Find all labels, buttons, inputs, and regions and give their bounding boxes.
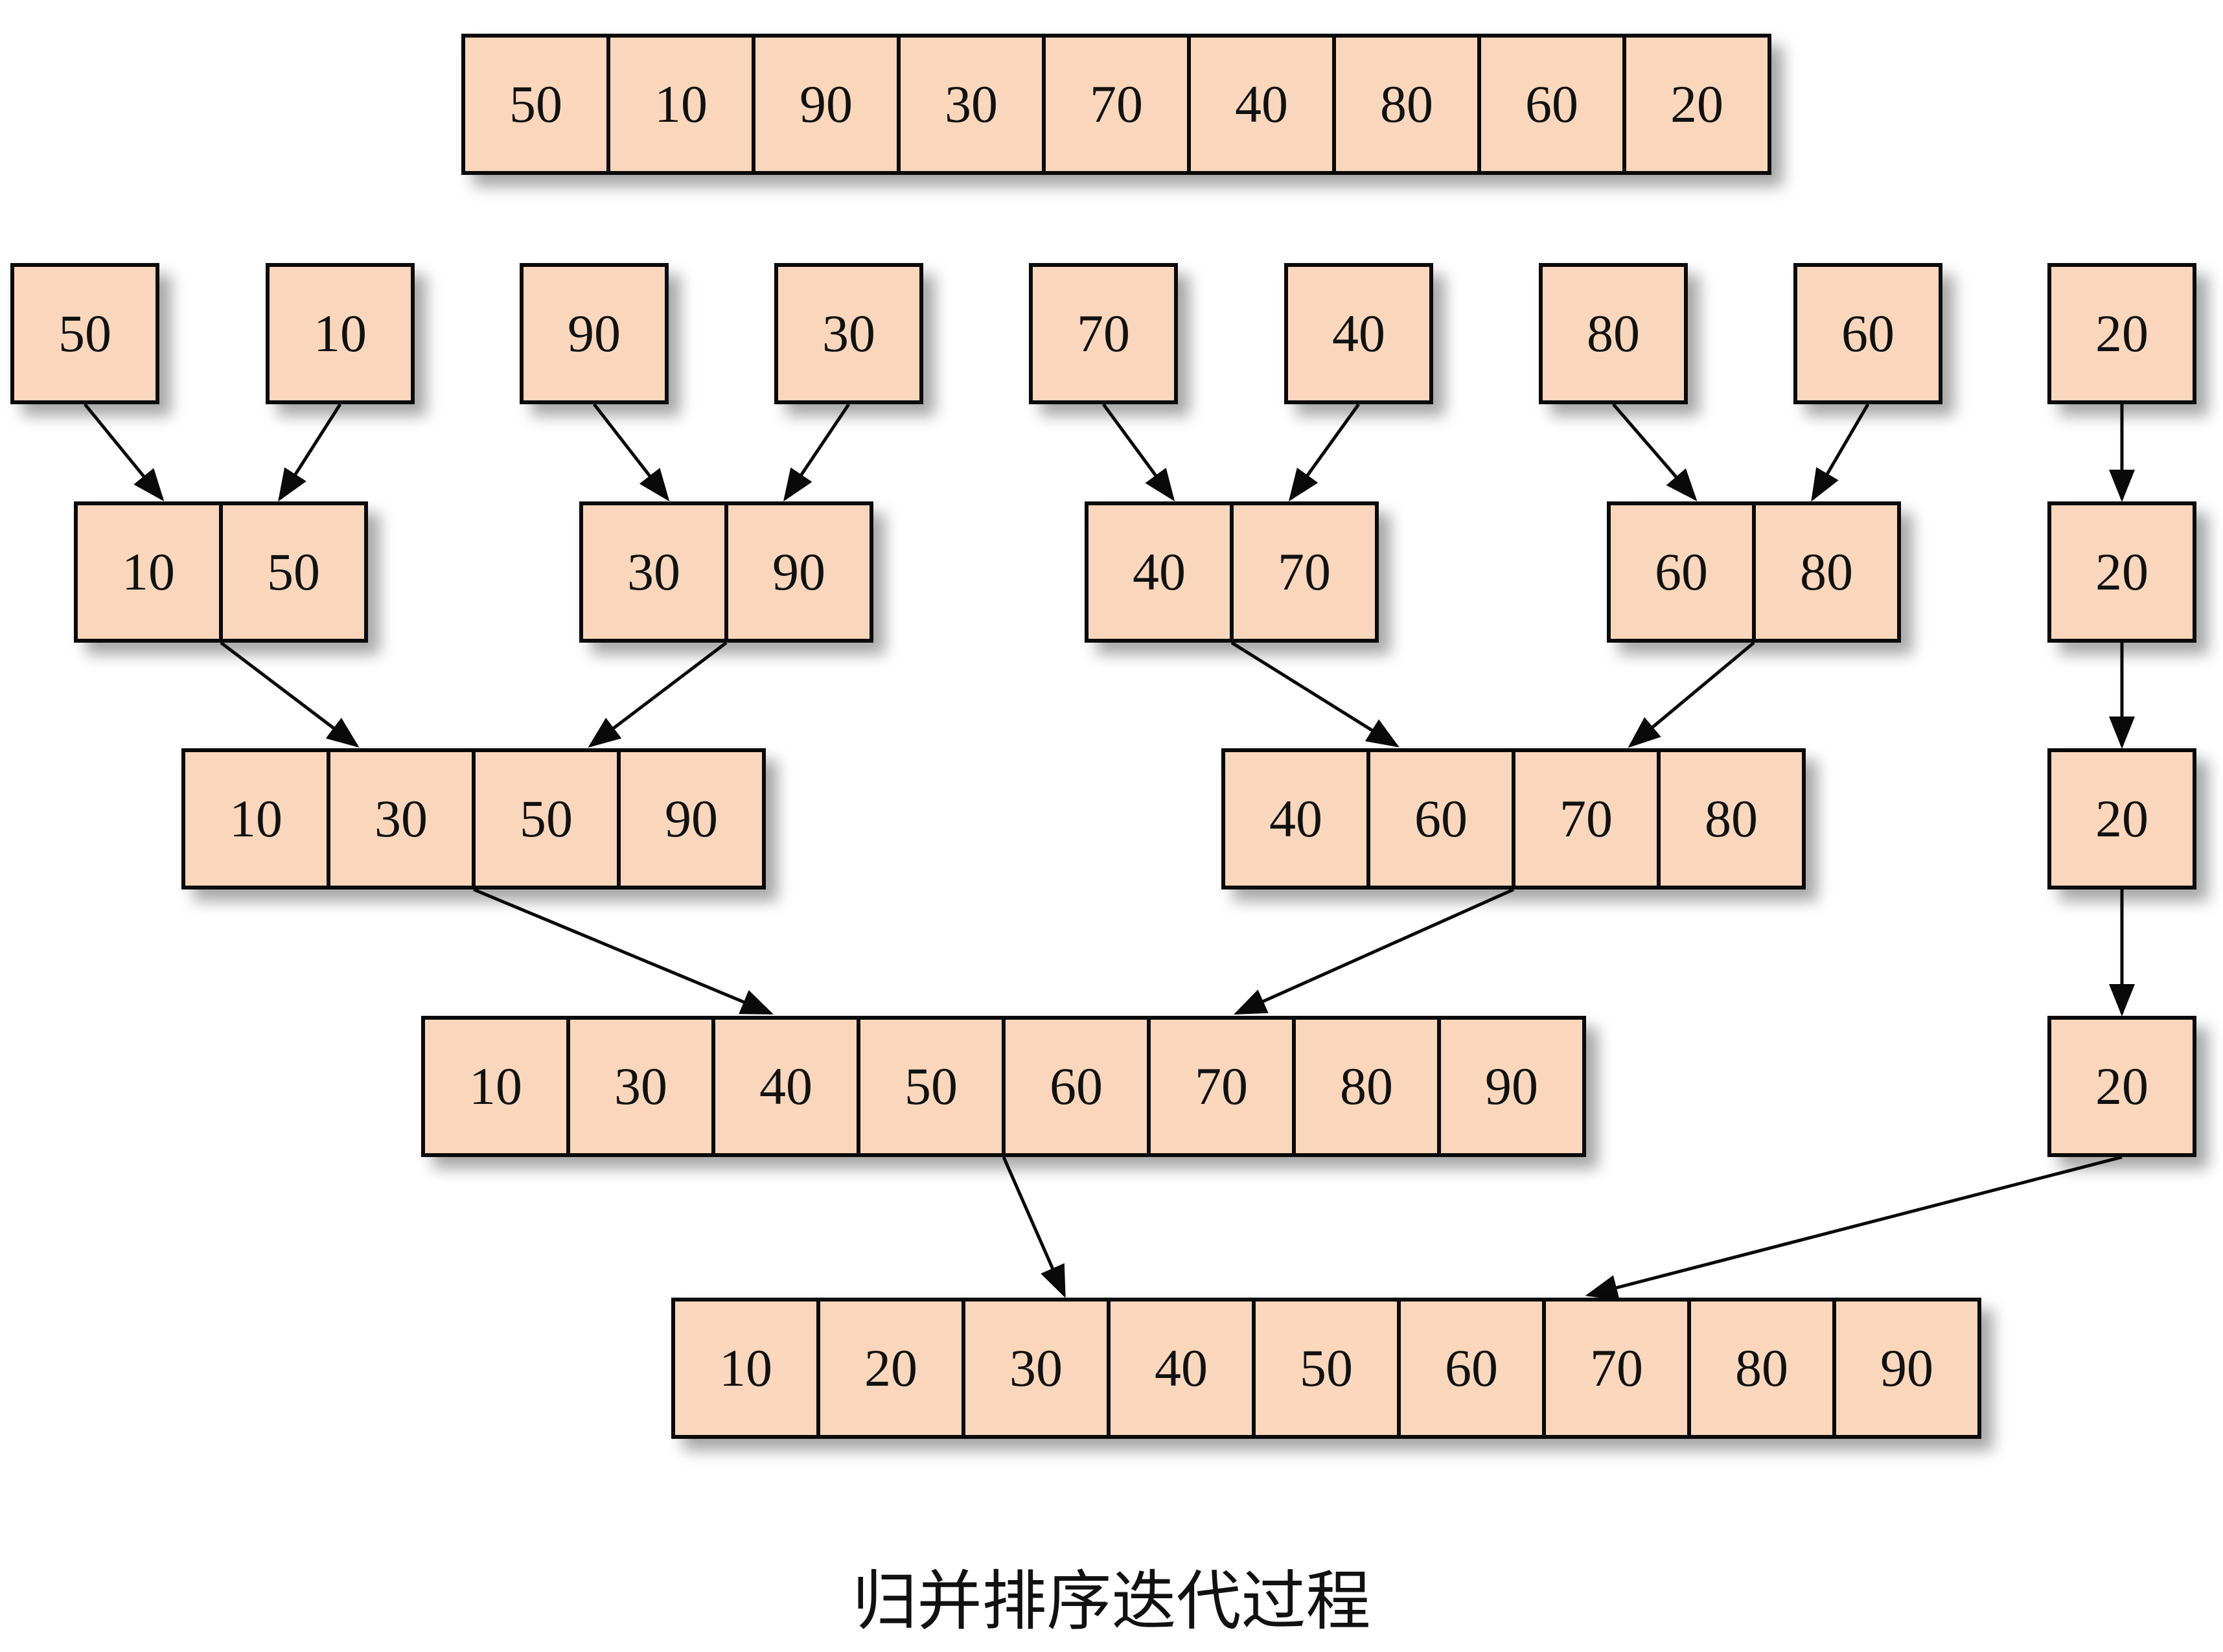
array-cell: 90	[755, 38, 901, 171]
array-cell: 60	[1797, 267, 1939, 400]
array-cell: 80	[1691, 1302, 1836, 1435]
array-cell: 60	[1611, 505, 1756, 639]
merge-arrow	[1002, 1156, 1066, 1298]
array-cell: 80	[1296, 1020, 1441, 1153]
array-cell: 70	[1151, 1020, 1296, 1153]
array-cell: 90	[524, 267, 665, 400]
array-cell: 60	[1006, 1020, 1151, 1153]
array-cell: 90	[1836, 1302, 1977, 1435]
array-group: 10 30 50 90	[181, 748, 766, 889]
array-cell: 10	[270, 267, 411, 400]
array-cell: 20	[820, 1302, 965, 1435]
merge-arrow	[1234, 888, 1515, 1015]
array-group: 30	[774, 263, 923, 404]
array-group: 10 50	[74, 501, 368, 643]
array-cell: 80	[1756, 505, 1897, 639]
array-group: 40 70	[1085, 501, 1379, 643]
merge-arrow	[1811, 403, 1870, 502]
array-cell: 20	[1626, 38, 1768, 171]
array-cell: 30	[778, 267, 919, 400]
array-cell: 10	[675, 1302, 820, 1435]
array-cell: 40	[1088, 505, 1234, 639]
array-group: 30 90	[579, 501, 873, 643]
merge-arrow	[593, 403, 670, 501]
array-group: 20	[2047, 1016, 2196, 1157]
array-cell: 30	[570, 1020, 715, 1153]
array-cell: 50	[223, 505, 364, 639]
array-cell: 40	[1111, 1302, 1256, 1435]
array-cell: 50	[1256, 1302, 1401, 1435]
array-group: 90	[520, 263, 669, 404]
array-group: 50 10 90 30 70 40 80 60 20	[461, 34, 1771, 175]
array-cell: 30	[901, 38, 1046, 171]
array-cell: 90	[621, 752, 762, 886]
array-cell: 30	[583, 505, 728, 639]
array-group: 10	[266, 263, 415, 404]
array-group: 80	[1539, 263, 1688, 404]
array-cell: 60	[1370, 752, 1515, 886]
merge-arrow	[1288, 403, 1361, 502]
array-cell: 20	[2051, 1020, 2193, 1153]
merge-arrow	[84, 403, 165, 501]
diagram-caption: 归并排序迭代过程	[852, 1563, 1371, 1639]
array-cell: 50	[14, 267, 155, 400]
merge-arrow	[588, 641, 728, 748]
merge-arrow	[220, 641, 360, 748]
merge-arrow	[1628, 641, 1755, 748]
array-cell: 70	[1515, 752, 1661, 886]
array-cell: 80	[1543, 267, 1684, 400]
array-group: 50	[10, 263, 159, 404]
array-cell: 10	[78, 505, 223, 639]
array-cell: 60	[1481, 38, 1626, 171]
array-group: 10 30 40 50 60 70 80 90	[421, 1016, 1586, 1157]
array-group: 20	[2047, 263, 2196, 404]
merge-arrow	[1101, 403, 1175, 502]
array-cell: 30	[965, 1302, 1111, 1435]
array-cell: 80	[1336, 38, 1481, 171]
array-cell: 20	[2051, 505, 2193, 639]
array-group: 60 80	[1607, 501, 1901, 643]
merge-arrow	[473, 888, 774, 1015]
array-cell: 80	[1661, 752, 1802, 886]
merge-arrow	[1585, 1155, 2123, 1301]
array-cell: 60	[1401, 1302, 1546, 1435]
array-group: 70	[1029, 263, 1178, 404]
array-cell: 10	[425, 1020, 570, 1153]
array-cell: 50	[465, 38, 610, 171]
array-cell: 40	[1191, 38, 1336, 171]
merge-arrow	[1230, 641, 1399, 748]
merge-arrow	[783, 403, 851, 502]
array-cell: 40	[715, 1020, 860, 1153]
array-cell: 50	[860, 1020, 1006, 1153]
array-group: 60	[1793, 263, 1942, 404]
array-cell: 90	[1441, 1020, 1582, 1153]
array-cell: 10	[185, 752, 330, 886]
merge-arrow	[278, 403, 342, 502]
array-cell: 40	[1288, 267, 1429, 400]
array-group: 10 20 30 40 50 60 70 80 90	[671, 1298, 1981, 1439]
array-cell: 30	[330, 752, 476, 886]
array-cell: 70	[1033, 267, 1174, 400]
array-cell: 70	[1546, 1302, 1691, 1435]
array-cell: 90	[728, 505, 870, 639]
array-cell: 10	[610, 38, 755, 171]
array-group: 20	[2047, 748, 2196, 889]
array-cell: 40	[1225, 752, 1370, 886]
array-cell: 70	[1234, 505, 1375, 639]
array-cell: 20	[2051, 752, 2193, 886]
array-group: 40 60 70 80	[1221, 748, 1806, 889]
array-group: 20	[2047, 501, 2196, 643]
merge-arrow	[1612, 403, 1698, 501]
array-group: 40	[1284, 263, 1433, 404]
array-cell: 70	[1046, 38, 1191, 171]
array-cell: 50	[476, 752, 621, 886]
array-cell: 20	[2051, 267, 2193, 400]
